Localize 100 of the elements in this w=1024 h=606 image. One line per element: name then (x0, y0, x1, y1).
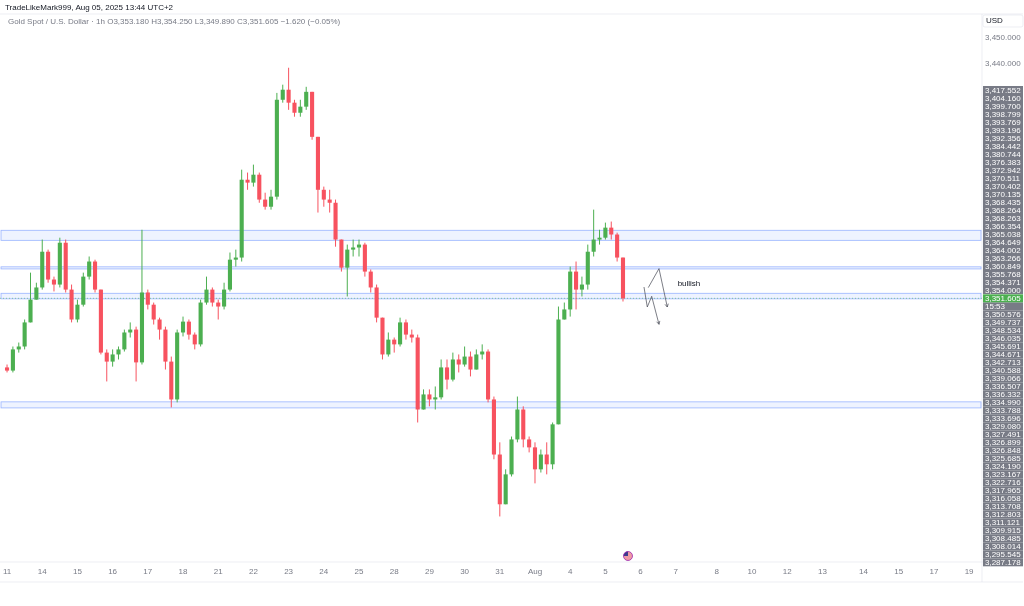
text: 3,308.014 (985, 541, 1022, 551)
text: 3,295.545 (985, 549, 1022, 559)
text: 3,311.121 (985, 517, 1021, 527)
candlestick (544, 441, 549, 475)
candlestick (28, 272, 33, 323)
candlestick (145, 289, 150, 310)
x-tick-label: 30 (460, 566, 470, 576)
y-tick-label: 3,450.000 (985, 32, 1022, 42)
candlestick (87, 256, 92, 281)
candlestick (157, 317, 162, 341)
text: 3,329.080 (985, 421, 1022, 431)
candlestick (268, 189, 274, 211)
x-tick-label: 15 (72, 566, 83, 576)
text: 15:53 (985, 301, 1006, 311)
candlestick (151, 302, 156, 326)
x-tick-label: 25 (354, 566, 365, 576)
candlestick (398, 317, 403, 348)
text: 3,366.354 (985, 221, 1022, 231)
text: 3,333.696 (985, 413, 1022, 423)
annotation: bullish (677, 279, 701, 289)
text: 3,350.576 (985, 309, 1022, 319)
text: 3,344.671 (985, 349, 1022, 359)
x-tick-label: 13 (817, 566, 828, 576)
text: 3,326.899 (985, 437, 1022, 447)
text: 3,355.768 (985, 269, 1022, 279)
candlestick (468, 351, 473, 377)
text: 3,349.737 (985, 317, 1022, 327)
text: 3,326.848 (985, 445, 1022, 455)
x-tick-label: 18 (178, 566, 189, 576)
text: 3,398.799 (985, 109, 1022, 119)
candlestick (345, 244, 350, 297)
candlestick (321, 186, 326, 208)
x-tick-label: 10 (747, 566, 758, 576)
text: 3,334.990 (985, 397, 1022, 407)
text: 3,308.485 (985, 533, 1022, 543)
text: 3,363.266 (985, 253, 1022, 263)
candlestick (304, 86, 309, 111)
candlestick (450, 352, 455, 382)
text: 3,392.356 (985, 133, 1022, 143)
candlestick (386, 331, 391, 358)
x-tick-label: 14 (37, 566, 48, 576)
text: 3,336.332 (985, 389, 1022, 399)
text: 3,372.942 (985, 165, 1022, 175)
x-tick-label: 17 (929, 566, 939, 576)
x-tick-label: 8 (714, 566, 720, 576)
candlestick (222, 282, 227, 310)
text: 3,404.160 (985, 93, 1022, 103)
x-tick-label: 12 (782, 566, 793, 576)
candlestick (351, 239, 356, 257)
candlestick (10, 346, 15, 373)
candlestick (615, 232, 620, 263)
chart-subtitle: Gold Spot / U.S. Dollar · 1h O3,353.180 H3,354.250 L3,349.890 C3,351.605 −1.620 (−0.05%) (8, 16, 341, 26)
candlestick (104, 348, 109, 382)
text: 3,325.685 (985, 453, 1022, 463)
x-tick-label: 14 (859, 566, 869, 576)
candlestick (462, 346, 467, 368)
x-tick-label: Aug (527, 566, 543, 576)
text: 3,393.196 (985, 125, 1022, 135)
candlestick (538, 448, 543, 474)
text: 3,368.264 (985, 205, 1022, 215)
text: 3,348.534 (985, 325, 1022, 335)
x-tick-label: 19 (964, 566, 975, 576)
text: 3,368.263 (985, 213, 1022, 223)
text: 3,327.491 (985, 429, 1022, 439)
candlestick (591, 209, 596, 257)
x-tick-label: 11 (2, 566, 12, 576)
candlestick (216, 299, 221, 320)
text: 3,370.402 (985, 181, 1022, 191)
candlestick (251, 164, 256, 188)
text: 3,393.769 (985, 117, 1022, 127)
text: 3,417.552 (985, 85, 1022, 95)
x-tick-label: 24 (319, 566, 329, 576)
x-tick-label: 5 (603, 566, 609, 576)
candlestick (456, 353, 461, 373)
x-tick-label: 6 (638, 566, 644, 576)
x-tick-label: 21 (213, 566, 224, 576)
candlestick (122, 329, 127, 353)
candlestick (327, 189, 332, 214)
candlestick (280, 84, 285, 104)
text: 3,317.965 (985, 485, 1022, 495)
text: 3,312.803 (985, 509, 1022, 519)
text: 3,313.708 (985, 501, 1022, 511)
x-tick-label: 4 (567, 566, 573, 576)
x-tick-label: 31 (495, 566, 505, 576)
text: 3,370.511 (985, 173, 1021, 183)
candlestick (368, 268, 373, 293)
x-tick-label: 22 (248, 566, 259, 576)
x-tick-label: 29 (424, 566, 435, 576)
ref-line-label: 3,351.605 (985, 293, 1022, 303)
text: 3,287.178 (985, 557, 1022, 567)
text: 3,364.002 (985, 245, 1022, 255)
text: 3,370.135 (985, 189, 1022, 199)
y-axis-title: USD (986, 16, 1004, 26)
text: 3,309.915 (985, 525, 1022, 535)
candlestick (609, 221, 614, 241)
candlestick (204, 276, 209, 306)
candlestick (444, 358, 450, 390)
text: 3,322.716 (985, 477, 1022, 487)
candlestick (474, 348, 479, 371)
candlestick (403, 319, 408, 341)
